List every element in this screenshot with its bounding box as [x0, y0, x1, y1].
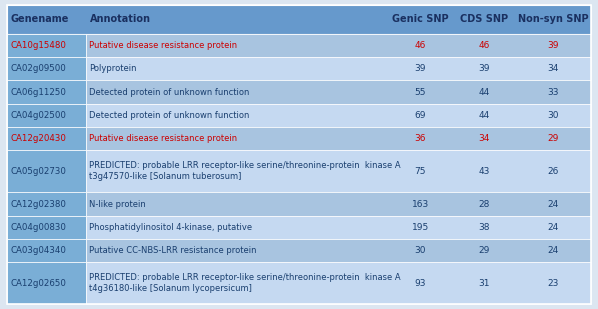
FancyBboxPatch shape — [7, 216, 86, 239]
Text: 34: 34 — [547, 64, 559, 73]
Text: 30: 30 — [547, 111, 559, 120]
FancyBboxPatch shape — [7, 193, 86, 216]
Text: 38: 38 — [478, 223, 490, 232]
Text: PREDICTED: probable LRR receptor-like serine/threonine-protein  kinase A
t3g4757: PREDICTED: probable LRR receptor-like se… — [89, 162, 401, 181]
Text: 163: 163 — [411, 200, 429, 209]
Text: 195: 195 — [411, 223, 429, 232]
Text: Detected protein of unknown function: Detected protein of unknown function — [89, 111, 249, 120]
Text: 46: 46 — [414, 41, 426, 50]
Text: 31: 31 — [478, 279, 490, 288]
FancyBboxPatch shape — [86, 150, 591, 193]
Text: 44: 44 — [478, 87, 490, 96]
FancyBboxPatch shape — [7, 57, 86, 80]
Text: 39: 39 — [414, 64, 426, 73]
FancyBboxPatch shape — [86, 34, 591, 57]
Text: 24: 24 — [547, 246, 559, 255]
Text: Putative disease resistance protein: Putative disease resistance protein — [89, 41, 237, 50]
Text: 44: 44 — [478, 111, 490, 120]
Text: 55: 55 — [414, 87, 426, 96]
Text: Genename: Genename — [11, 14, 69, 24]
Text: 33: 33 — [547, 87, 559, 96]
Text: 43: 43 — [478, 167, 490, 176]
Text: Phosphatidylinositol 4-kinase, putative: Phosphatidylinositol 4-kinase, putative — [89, 223, 252, 232]
FancyBboxPatch shape — [86, 216, 591, 239]
Text: Genic SNP: Genic SNP — [392, 14, 448, 24]
Text: 23: 23 — [547, 279, 559, 288]
Text: Putative disease resistance protein: Putative disease resistance protein — [89, 134, 237, 143]
FancyBboxPatch shape — [7, 34, 86, 57]
Text: PREDICTED: probable LRR receptor-like serine/threonine-protein  kinase A
t4g3618: PREDICTED: probable LRR receptor-like se… — [89, 273, 401, 293]
FancyBboxPatch shape — [86, 80, 591, 104]
Text: 26: 26 — [547, 167, 559, 176]
Text: N-like protein: N-like protein — [89, 200, 146, 209]
FancyBboxPatch shape — [7, 104, 86, 127]
Text: Detected protein of unknown function: Detected protein of unknown function — [89, 87, 249, 96]
Text: 24: 24 — [547, 200, 559, 209]
Text: 30: 30 — [414, 246, 426, 255]
FancyBboxPatch shape — [86, 193, 591, 216]
Text: 39: 39 — [547, 41, 559, 50]
FancyBboxPatch shape — [7, 5, 591, 34]
Text: CA12g20430: CA12g20430 — [11, 134, 66, 143]
Text: CA12g02380: CA12g02380 — [11, 200, 66, 209]
FancyBboxPatch shape — [7, 150, 86, 193]
FancyBboxPatch shape — [7, 239, 86, 262]
Text: CA04g02500: CA04g02500 — [11, 111, 66, 120]
Text: CDS SNP: CDS SNP — [460, 14, 508, 24]
Text: 24: 24 — [547, 223, 559, 232]
FancyBboxPatch shape — [7, 127, 86, 150]
Text: Non-syn SNP: Non-syn SNP — [518, 14, 588, 24]
Text: CA12g02650: CA12g02650 — [11, 279, 66, 288]
Text: Annotation: Annotation — [90, 14, 151, 24]
Text: CA02g09500: CA02g09500 — [11, 64, 66, 73]
Text: 46: 46 — [478, 41, 490, 50]
FancyBboxPatch shape — [7, 262, 86, 304]
FancyBboxPatch shape — [7, 80, 86, 104]
Text: CA03g04340: CA03g04340 — [11, 246, 66, 255]
Text: CA10g15480: CA10g15480 — [11, 41, 66, 50]
Text: 69: 69 — [414, 111, 426, 120]
FancyBboxPatch shape — [86, 104, 591, 127]
Text: 93: 93 — [414, 279, 426, 288]
Text: CA05g02730: CA05g02730 — [11, 167, 66, 176]
FancyBboxPatch shape — [86, 127, 591, 150]
Text: 28: 28 — [478, 200, 490, 209]
Text: 34: 34 — [478, 134, 490, 143]
Text: 29: 29 — [547, 134, 559, 143]
FancyBboxPatch shape — [86, 57, 591, 80]
Text: 36: 36 — [414, 134, 426, 143]
Text: Putative CC-NBS-LRR resistance protein: Putative CC-NBS-LRR resistance protein — [89, 246, 257, 255]
Text: CA06g11250: CA06g11250 — [11, 87, 66, 96]
Text: CA04g00830: CA04g00830 — [11, 223, 66, 232]
FancyBboxPatch shape — [86, 262, 591, 304]
Text: 39: 39 — [478, 64, 490, 73]
Text: 29: 29 — [478, 246, 490, 255]
Text: 75: 75 — [414, 167, 426, 176]
FancyBboxPatch shape — [86, 239, 591, 262]
Text: Polyprotein: Polyprotein — [89, 64, 136, 73]
